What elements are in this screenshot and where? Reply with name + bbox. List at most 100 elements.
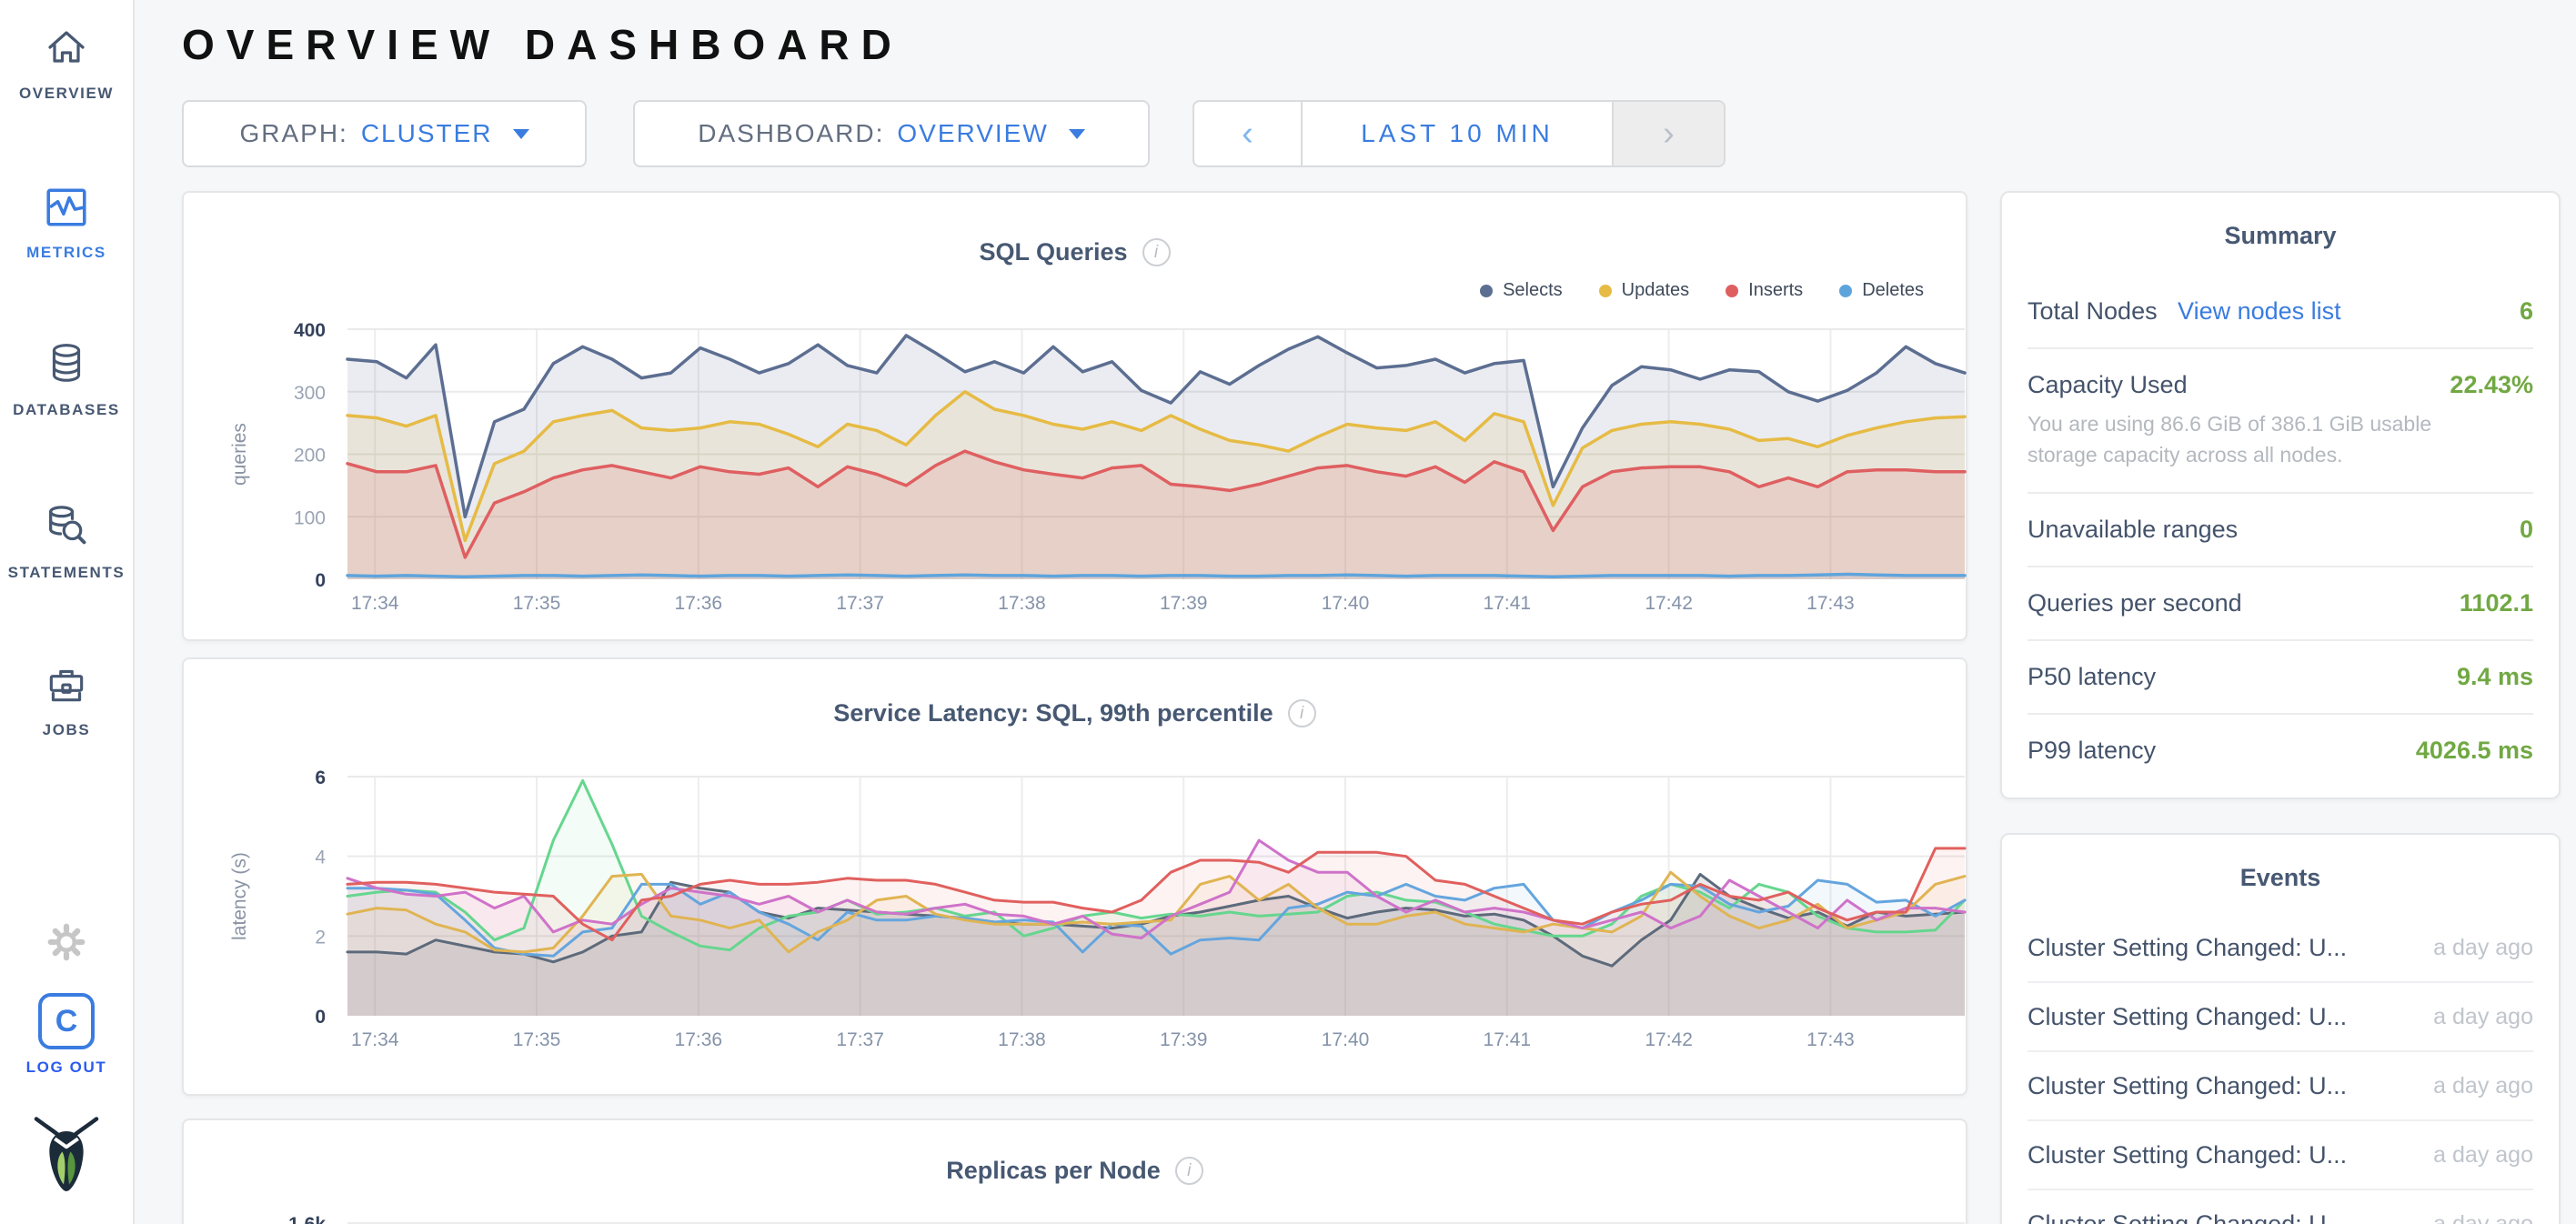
event-text: Cluster Setting Changed: U... [2028, 1002, 2348, 1030]
svg-text:17:34: 17:34 [351, 593, 399, 614]
summary-row-p99: P99 latency 4026.5 ms [2028, 715, 2533, 787]
chevron-down-icon [1068, 128, 1085, 139]
svg-text:17:42: 17:42 [1645, 593, 1693, 614]
legend-item-updates[interactable]: Updates [1598, 280, 1690, 301]
summary-row-total-nodes: Total Nodes View nodes list 6 [2028, 276, 2533, 349]
svg-text:17:35: 17:35 [513, 1029, 561, 1050]
info-glyph: i [1153, 242, 1159, 262]
sidebar-item-label: METRICS [26, 244, 106, 261]
graph-dropdown-value: CLUSTER [360, 119, 493, 147]
sidebar: OVERVIEW METRICS DATABASES [0, 0, 135, 1224]
statements-icon [43, 503, 90, 555]
svg-text:17:39: 17:39 [1160, 1029, 1208, 1050]
cockroach-bug-icon [34, 1115, 99, 1201]
event-time: a day ago [2433, 934, 2533, 960]
logout-button[interactable]: C LOG OUT [0, 993, 133, 1077]
settings-button[interactable] [0, 920, 133, 968]
info-glyph: i [1299, 703, 1304, 723]
svg-text:17:37: 17:37 [836, 1029, 884, 1050]
event-text: Cluster Setting Changed: U... [2028, 1071, 2348, 1099]
sidebar-item-label: OVERVIEW [18, 85, 115, 102]
svg-text:17:38: 17:38 [998, 593, 1046, 614]
summary-row-label: Unavailable ranges [2028, 516, 2239, 543]
event-text: Cluster Setting Changed: U... [2028, 1209, 2348, 1224]
summary-row-value: 9.4 ms [2456, 663, 2533, 690]
legend-label: Deletes [1862, 280, 1924, 300]
logout-label: LOG OUT [25, 1058, 107, 1076]
service-latency-chart[interactable]: 17:34 17:35 17:36 17:37 17:38 17:39 17:40 17:41… [184, 750, 1969, 1078]
info-icon[interactable]: i [1287, 699, 1316, 727]
summary-title: Summary [2224, 222, 2337, 249]
chart-title: SQL Queries [979, 238, 1128, 266]
sidebar-item-databases[interactable]: DATABASES [0, 340, 133, 419]
sidebar-item-jobs[interactable]: JOBS [0, 662, 133, 739]
dashboard-dropdown[interactable]: DASHBOARD: OVERVIEW [633, 100, 1150, 167]
svg-text:200: 200 [294, 446, 326, 467]
info-icon[interactable]: i [1142, 238, 1171, 266]
legend-item-deletes[interactable]: Deletes [1839, 280, 1924, 301]
metrics-icon [44, 185, 89, 235]
sidebar-item-label: JOBS [42, 721, 91, 738]
svg-text:17:41: 17:41 [1484, 593, 1532, 614]
svg-text:17:43: 17:43 [1806, 593, 1855, 614]
sidebar-item-statements[interactable]: STATEMENTS [0, 503, 133, 582]
svg-text:300: 300 [294, 383, 326, 404]
svg-text:17:34: 17:34 [351, 1029, 399, 1050]
summary-row-value: 1102.1 [2459, 589, 2533, 617]
chevron-right-icon: › [1663, 114, 1675, 153]
user-initial: C [55, 1003, 78, 1038]
legend-label: Inserts [1748, 280, 1804, 300]
legend-dot [1598, 284, 1612, 297]
view-nodes-list-link[interactable]: View nodes list [2178, 297, 2341, 325]
legend-dot [1480, 284, 1494, 297]
summary-row-p50: P50 latency 9.4 ms [2028, 641, 2533, 715]
service-latency-panel: Service Latency: SQL, 99th percentile i … [182, 657, 1967, 1096]
home-icon [45, 27, 88, 75]
svg-text:0: 0 [315, 1007, 326, 1028]
time-prev-button[interactable]: ‹ [1194, 102, 1301, 166]
event-text: Cluster Setting Changed: U... [2028, 933, 2348, 961]
info-icon[interactable]: i [1174, 1157, 1203, 1185]
sidebar-item-overview[interactable]: OVERVIEW [0, 27, 133, 103]
replicas-per-node-chart[interactable]: 1.6k [184, 1208, 1969, 1224]
svg-text:400: 400 [294, 320, 326, 341]
cockroachdb-logo [0, 1115, 133, 1201]
svg-text:17:43: 17:43 [1806, 1029, 1855, 1050]
event-row: Cluster Setting Changed: U... a day ago [2028, 1190, 2533, 1224]
svg-text:17:36: 17:36 [675, 593, 723, 614]
time-next-button[interactable]: › [1614, 102, 1724, 166]
time-range-value[interactable]: LAST 10 MIN [1301, 102, 1614, 166]
sidebar-item-label: STATEMENTS [7, 564, 126, 581]
event-row: Cluster Setting Changed: U... a day ago [2028, 983, 2533, 1052]
sidebar-item-metrics[interactable]: METRICS [0, 185, 133, 262]
event-row: Cluster Setting Changed: U... a day ago [2028, 1121, 2533, 1190]
event-time: a day ago [2433, 1072, 2533, 1099]
summary-row-label: Total Nodes [2028, 297, 2158, 325]
svg-text:0: 0 [315, 570, 326, 591]
svg-text:17:40: 17:40 [1322, 593, 1370, 614]
event-time: a day ago [2433, 1003, 2533, 1029]
svg-text:17:41: 17:41 [1484, 1029, 1532, 1050]
sidebar-item-label: DATABASES [13, 401, 120, 418]
summary-row-value: 6 [2519, 297, 2533, 325]
sql-queries-chart[interactable]: 17:34 17:35 17:36 17:37 17:38 17:39 17:40 17:41… [184, 302, 1969, 629]
legend-label: Updates [1621, 280, 1690, 300]
svg-text:17:36: 17:36 [675, 1029, 723, 1050]
svg-text:6: 6 [315, 768, 326, 788]
summary-panel: Summary Total Nodes View nodes list 6 Ca… [2000, 191, 2561, 799]
events-panel: Events Cluster Setting Changed: U... a d… [2000, 833, 2561, 1224]
user-initial-icon: C [38, 993, 95, 1049]
svg-text:17:38: 17:38 [998, 1029, 1046, 1050]
summary-row-label: P50 latency [2028, 663, 2157, 690]
legend-dot [1726, 284, 1739, 297]
svg-text:latency (s): latency (s) [229, 852, 250, 940]
time-range-selector: ‹ LAST 10 MIN › [1192, 100, 1726, 167]
event-row: Cluster Setting Changed: U... a day ago [2028, 1052, 2533, 1121]
legend-item-inserts[interactable]: Inserts [1726, 280, 1803, 301]
event-row: Cluster Setting Changed: U... a day ago [2028, 914, 2533, 983]
graph-dropdown-label: GRAPH: [239, 119, 348, 147]
event-time: a day ago [2433, 1210, 2533, 1224]
legend-item-selects[interactable]: Selects [1480, 280, 1563, 301]
graph-dropdown[interactable]: GRAPH: CLUSTER [182, 100, 587, 167]
svg-text:17:39: 17:39 [1160, 593, 1208, 614]
